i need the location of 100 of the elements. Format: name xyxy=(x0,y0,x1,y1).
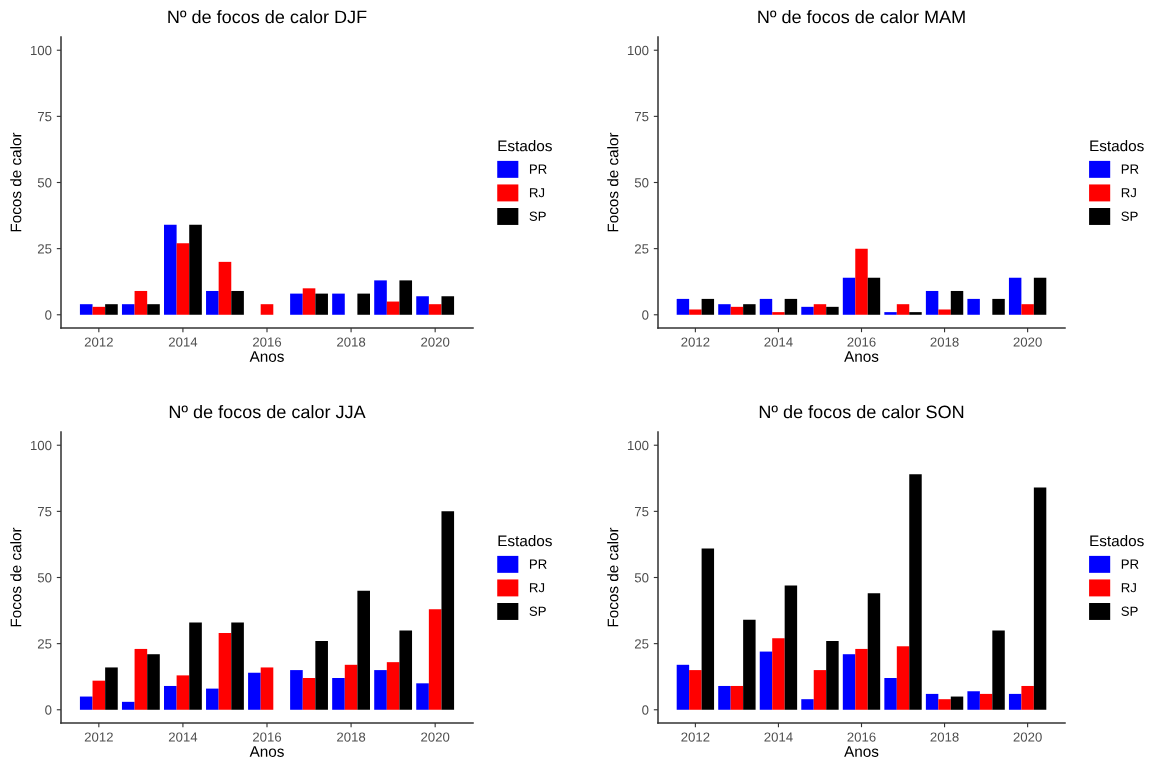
x-tick-label: 2016 xyxy=(847,732,876,742)
x-tick-label: 2016 xyxy=(847,337,876,347)
bar xyxy=(428,304,442,315)
bar xyxy=(79,304,93,315)
bar xyxy=(206,688,219,710)
bar xyxy=(218,261,232,315)
legend-title: Estados xyxy=(1090,140,1144,152)
bar xyxy=(1021,685,1034,710)
bar xyxy=(206,290,219,315)
bar xyxy=(105,304,118,315)
y-tick-label: 100 xyxy=(627,440,649,451)
legend-label: PR xyxy=(529,559,547,569)
bar xyxy=(374,670,387,710)
bar xyxy=(867,593,881,710)
bar xyxy=(772,638,785,710)
x-tick-label: 2012 xyxy=(681,337,710,347)
bar xyxy=(441,511,455,710)
bar xyxy=(950,696,964,710)
y-tick-label: 75 xyxy=(37,507,52,517)
x-tick-label: 2012 xyxy=(681,732,710,742)
x-tick-label: 2016 xyxy=(252,732,282,742)
bar xyxy=(176,243,190,315)
bar xyxy=(743,304,756,315)
legend-label: RJ xyxy=(1121,188,1136,198)
bar xyxy=(399,280,413,315)
legend-label: PR xyxy=(1121,559,1139,569)
bar xyxy=(967,691,980,710)
bar xyxy=(701,298,715,315)
bar xyxy=(302,288,316,315)
chart-title: Nº de focos de calor DJF xyxy=(168,10,367,24)
x-tick-label: 2020 xyxy=(421,337,450,347)
bar xyxy=(218,633,232,710)
bar xyxy=(260,304,274,315)
x-tick-label: 2014 xyxy=(168,337,198,347)
bar xyxy=(896,646,910,710)
y-tick-label: 50 xyxy=(37,573,52,583)
bar xyxy=(1033,487,1047,710)
bar xyxy=(884,678,897,710)
y-tick-label: 25 xyxy=(634,639,649,649)
bar xyxy=(416,296,429,315)
y-tick-label: 25 xyxy=(37,244,52,254)
bar xyxy=(867,277,881,315)
bar xyxy=(718,685,731,710)
x-tick-label: 2020 xyxy=(1013,732,1042,742)
bar xyxy=(416,683,429,710)
bar xyxy=(231,290,244,315)
x-tick-label: 2012 xyxy=(84,732,113,742)
bar xyxy=(784,298,798,315)
bar xyxy=(92,306,106,315)
bar xyxy=(896,304,910,315)
bar xyxy=(176,675,190,710)
y-tick-label: 50 xyxy=(634,178,649,188)
bar xyxy=(855,248,868,315)
y-tick-label: 0 xyxy=(642,310,649,320)
bar xyxy=(248,672,261,710)
bar xyxy=(189,224,202,315)
y-axis-title: Focos de calor xyxy=(10,527,22,627)
bar xyxy=(147,304,160,315)
bar xyxy=(925,693,939,710)
bar xyxy=(813,670,827,710)
bar xyxy=(164,224,177,315)
x-tick-label: 2014 xyxy=(764,732,793,742)
x-tick-label: 2018 xyxy=(337,337,366,347)
bar xyxy=(967,298,980,315)
bar xyxy=(730,306,744,315)
bar xyxy=(718,304,731,315)
bar xyxy=(826,306,839,315)
y-tick-label: 0 xyxy=(642,705,649,715)
x-axis-title: Anos xyxy=(249,351,284,362)
y-tick-label: 50 xyxy=(37,178,52,188)
y-axis-title: Focos de calor xyxy=(607,527,619,627)
y-tick-label: 0 xyxy=(45,310,52,320)
bar xyxy=(332,293,345,315)
bar xyxy=(302,678,316,710)
x-tick-label: 2014 xyxy=(764,337,793,347)
y-tick-label: 100 xyxy=(30,45,52,56)
bar xyxy=(79,696,93,710)
legend-label: RJ xyxy=(529,583,545,593)
bar xyxy=(374,280,387,315)
bar xyxy=(676,664,690,710)
bar xyxy=(992,298,1005,315)
bar xyxy=(315,640,328,710)
bar xyxy=(344,664,358,710)
chart-title: Nº de focos de calor MAM xyxy=(758,10,965,24)
y-tick-label: 25 xyxy=(37,639,52,649)
bar xyxy=(701,548,715,710)
bar xyxy=(689,309,702,315)
bar xyxy=(826,640,839,710)
x-tick-label: 2012 xyxy=(84,337,113,347)
bar xyxy=(909,474,922,710)
bar xyxy=(909,312,922,315)
bar xyxy=(399,630,413,710)
bar xyxy=(1008,277,1022,315)
bar xyxy=(315,293,328,315)
y-tick-label: 100 xyxy=(627,45,649,56)
x-tick-label: 2014 xyxy=(168,732,198,742)
y-tick-label: 100 xyxy=(30,440,52,451)
bar xyxy=(979,693,993,710)
x-tick-label: 2018 xyxy=(930,337,959,347)
x-axis-title: Anos xyxy=(844,746,879,757)
